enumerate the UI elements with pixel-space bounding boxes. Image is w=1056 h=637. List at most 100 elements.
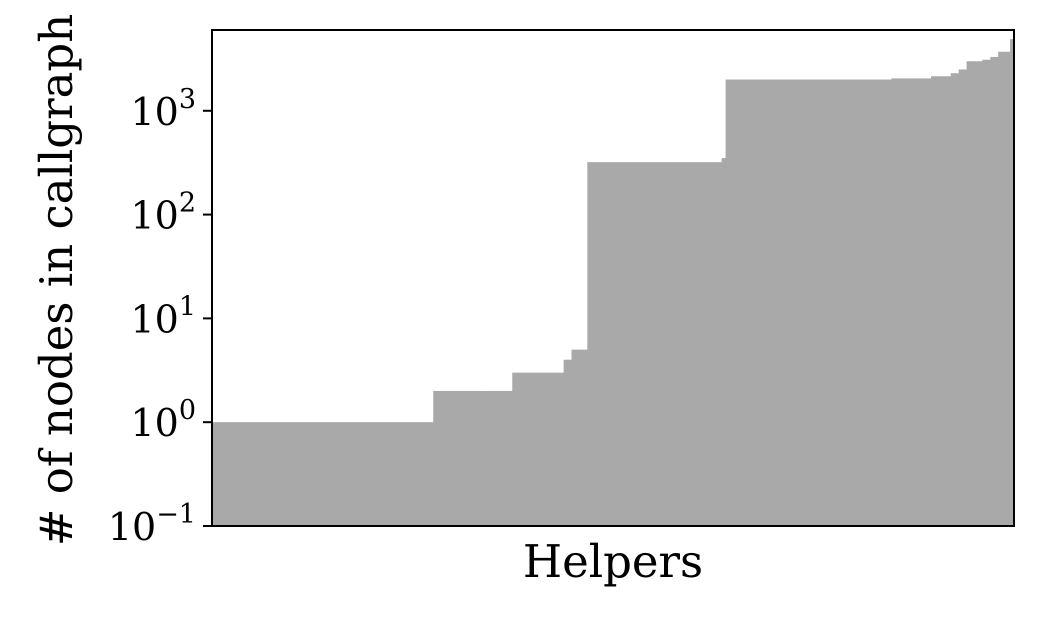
y-tick-label: 10−1 <box>108 499 196 549</box>
bar <box>247 422 253 526</box>
bar <box>737 79 742 526</box>
bar <box>484 390 490 526</box>
bar <box>603 162 608 526</box>
bar <box>958 69 964 526</box>
bar <box>520 372 525 526</box>
bar <box>425 422 430 526</box>
bar <box>243 422 249 526</box>
bar <box>291 422 296 526</box>
bar <box>614 162 620 526</box>
bar <box>516 372 521 526</box>
bar <box>504 390 509 526</box>
bar <box>528 372 533 526</box>
bar <box>705 162 711 526</box>
bar <box>938 76 944 527</box>
bar <box>567 359 573 526</box>
bar <box>397 422 403 526</box>
bar <box>863 79 869 526</box>
bar <box>310 422 316 526</box>
bar <box>263 422 268 526</box>
bar <box>931 76 936 527</box>
bar <box>456 390 462 526</box>
bar <box>611 162 616 526</box>
bar <box>535 372 541 526</box>
bar <box>942 76 948 527</box>
bar <box>713 162 719 526</box>
bar <box>591 162 596 526</box>
bar <box>927 78 932 526</box>
bar <box>212 422 217 526</box>
bar <box>950 73 956 526</box>
bar <box>607 162 612 526</box>
bar <box>496 390 501 526</box>
bar <box>717 162 723 526</box>
bar <box>393 422 399 526</box>
bar <box>776 79 782 526</box>
bar <box>595 162 600 526</box>
bar <box>859 79 865 526</box>
bar <box>464 390 470 526</box>
bar <box>915 78 920 526</box>
bar <box>962 69 968 526</box>
bar <box>302 422 308 526</box>
bar <box>551 372 557 526</box>
bar <box>903 78 908 526</box>
bar <box>832 79 837 526</box>
bar <box>994 56 999 526</box>
bar <box>848 79 853 526</box>
bar <box>449 390 454 526</box>
bar <box>267 422 272 526</box>
bar <box>251 422 257 526</box>
bar <box>670 162 675 526</box>
bar <box>532 372 537 526</box>
bar <box>405 422 411 526</box>
bar <box>887 79 893 526</box>
bar <box>650 162 656 526</box>
bar <box>231 422 237 526</box>
bar <box>788 79 794 526</box>
bar <box>381 422 387 526</box>
bar <box>899 78 904 526</box>
bar <box>539 372 545 526</box>
bar <box>828 79 833 526</box>
bar <box>800 79 806 526</box>
bar <box>338 422 343 526</box>
bar <box>401 422 407 526</box>
bar <box>433 390 438 526</box>
bar <box>646 162 652 526</box>
plot-frame <box>211 29 1015 527</box>
bar <box>883 79 889 526</box>
bar <box>259 422 264 526</box>
bar <box>476 390 482 526</box>
bar <box>271 422 276 526</box>
bar <box>634 162 640 526</box>
bar <box>796 79 802 526</box>
bar <box>954 73 960 526</box>
bar <box>334 422 340 526</box>
bar <box>223 422 229 526</box>
bar <box>855 79 861 526</box>
bar <box>326 422 332 526</box>
bar <box>239 422 245 526</box>
bar <box>583 349 588 526</box>
bar <box>571 349 577 526</box>
bar <box>559 372 565 526</box>
bar <box>287 422 292 526</box>
bar <box>654 162 660 526</box>
bar <box>974 61 980 526</box>
bar <box>480 390 486 526</box>
bar <box>460 390 466 526</box>
bar <box>472 390 478 526</box>
bar <box>575 349 581 526</box>
bar <box>508 390 513 526</box>
bar <box>765 79 770 526</box>
bar <box>342 422 347 526</box>
bar <box>808 79 814 526</box>
bar <box>907 78 912 526</box>
bar <box>721 158 727 527</box>
bar <box>298 422 304 526</box>
bar <box>729 79 735 526</box>
bar <box>934 76 940 527</box>
bar <box>275 422 280 526</box>
bar <box>867 79 873 526</box>
